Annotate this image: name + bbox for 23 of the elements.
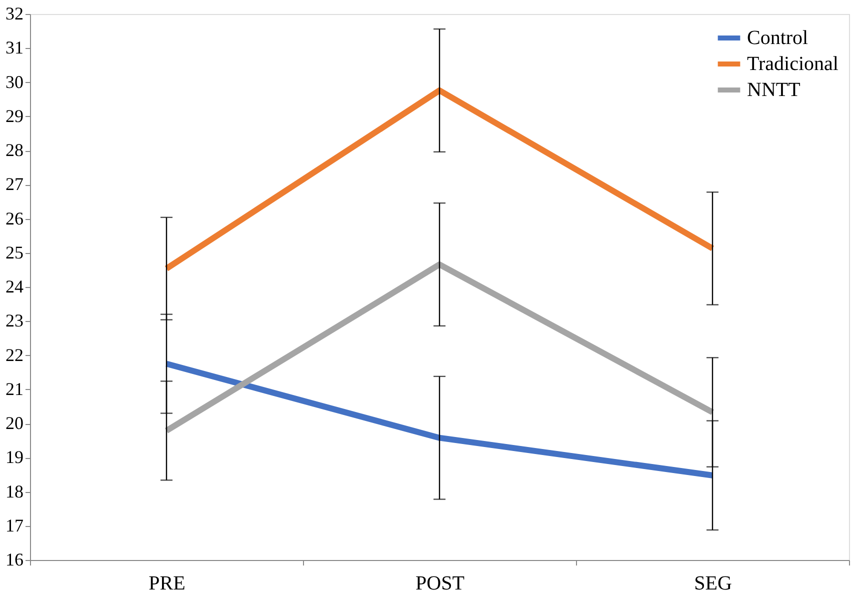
x-tick-label: POST xyxy=(416,572,464,594)
y-tick-label: 29 xyxy=(6,106,24,126)
y-tick-label: 17 xyxy=(6,515,24,536)
y-tick-label: 18 xyxy=(6,481,24,502)
y-tick-label: 31 xyxy=(6,38,24,58)
y-tick-label: 22 xyxy=(6,344,24,365)
y-tick-label: 21 xyxy=(6,378,24,399)
y-tick-label: 19 xyxy=(6,447,24,468)
y-tick-label: 25 xyxy=(6,242,24,262)
y-tick-label: 28 xyxy=(6,140,24,160)
y-tick-label: 16 xyxy=(6,550,24,570)
y-tick-label: 24 xyxy=(6,276,24,296)
legend-label: NNTT xyxy=(747,79,800,101)
x-tick-label: SEG xyxy=(694,572,732,594)
y-tick-label: 26 xyxy=(6,208,24,228)
x-tick-label: PRE xyxy=(148,572,186,594)
y-tick-label: 23 xyxy=(6,310,24,331)
y-tick-label: 20 xyxy=(6,413,24,433)
y-tick-label: 32 xyxy=(6,4,24,24)
y-tick-label: 27 xyxy=(6,174,24,194)
legend-label: Control xyxy=(747,27,809,49)
legend-label: Tradicional xyxy=(747,53,839,75)
y-tick-label: 30 xyxy=(6,72,24,92)
